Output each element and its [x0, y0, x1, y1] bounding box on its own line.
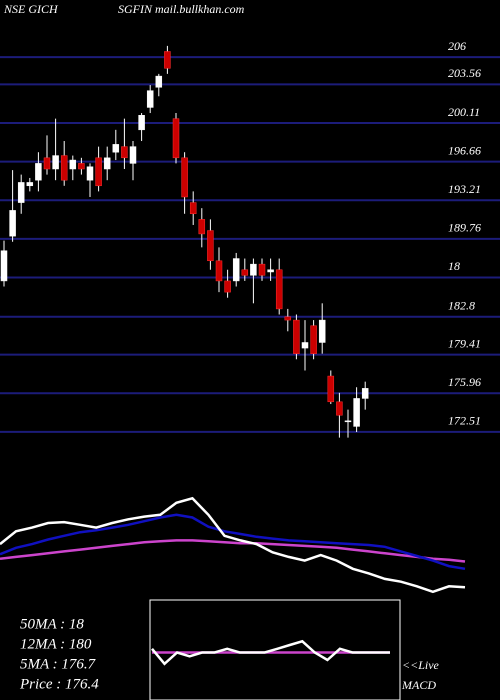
y-tick-label: 200.11 [448, 105, 480, 119]
candle-body [26, 182, 34, 187]
candle-body [207, 230, 214, 262]
candle-body [327, 375, 335, 403]
candle-body [344, 420, 352, 423]
candle-body [17, 182, 25, 203]
y-tick-label: 182.8 [448, 298, 475, 312]
candle-body [60, 155, 68, 181]
exchange-label: NSE GICH [3, 2, 59, 16]
candle-body [189, 202, 197, 215]
y-tick-label: 179.41 [448, 336, 481, 350]
candle-body [310, 325, 317, 354]
candle-body [293, 319, 300, 354]
candle-body [69, 159, 77, 170]
macd-box [149, 599, 401, 700]
source-label: SGFIN mail.bullkhan.com [118, 2, 245, 16]
candle-body [43, 157, 51, 170]
y-tick-label: 206 [448, 39, 466, 53]
info-price: Price : 176.4 [19, 676, 99, 692]
candle-body [181, 157, 188, 198]
candle-body [361, 388, 369, 399]
candle-body [172, 118, 180, 159]
y-tick-label: 18 [448, 259, 460, 273]
y-tick-label: 172.51 [448, 414, 481, 428]
candle-body [353, 398, 360, 427]
candle-body [52, 155, 59, 170]
candle-body [267, 269, 274, 273]
y-tick-label: 196.66 [448, 143, 481, 157]
info-5ma: 5MA : 176.7 [20, 656, 97, 672]
candle-body [164, 51, 171, 69]
info-50ma: 50MA : 18 [20, 616, 84, 632]
candle-body [112, 144, 120, 153]
candle-body [215, 260, 223, 282]
candle-body [0, 250, 8, 282]
candle-body [336, 401, 343, 416]
candle-body [241, 269, 249, 276]
y-tick-label: 189.76 [448, 221, 481, 235]
candle-body [301, 342, 309, 349]
candle-body [198, 219, 206, 235]
y-tick-label: 193.21 [448, 182, 481, 196]
candle-body [224, 280, 231, 293]
candle-body [318, 319, 326, 343]
candle-body [146, 90, 154, 108]
y-tick-label: 203.56 [448, 66, 481, 80]
candle-body [250, 263, 257, 276]
candle-body [275, 269, 283, 310]
candle-body [86, 166, 94, 181]
candle-body [138, 115, 145, 131]
indicator-line [0, 513, 466, 571]
candle-body [284, 316, 292, 321]
indicator-line [0, 539, 466, 563]
y-tick-label: 175.96 [448, 375, 481, 389]
candle-body [9, 210, 16, 237]
macd-label: MACD [401, 678, 436, 692]
candle-body [258, 263, 266, 276]
info-12ma: 12MA : 180 [20, 636, 92, 652]
candle-body [232, 258, 240, 282]
live-label: <<Live [402, 658, 440, 672]
candle-body [155, 75, 163, 88]
indicator-line [151, 639, 390, 666]
candle-body [78, 163, 85, 170]
candle-body [95, 157, 102, 187]
candle-body [121, 146, 128, 159]
candle-body [129, 146, 137, 164]
candle-body [103, 157, 111, 170]
indicator-line [0, 496, 466, 594]
candle-body [35, 163, 42, 181]
